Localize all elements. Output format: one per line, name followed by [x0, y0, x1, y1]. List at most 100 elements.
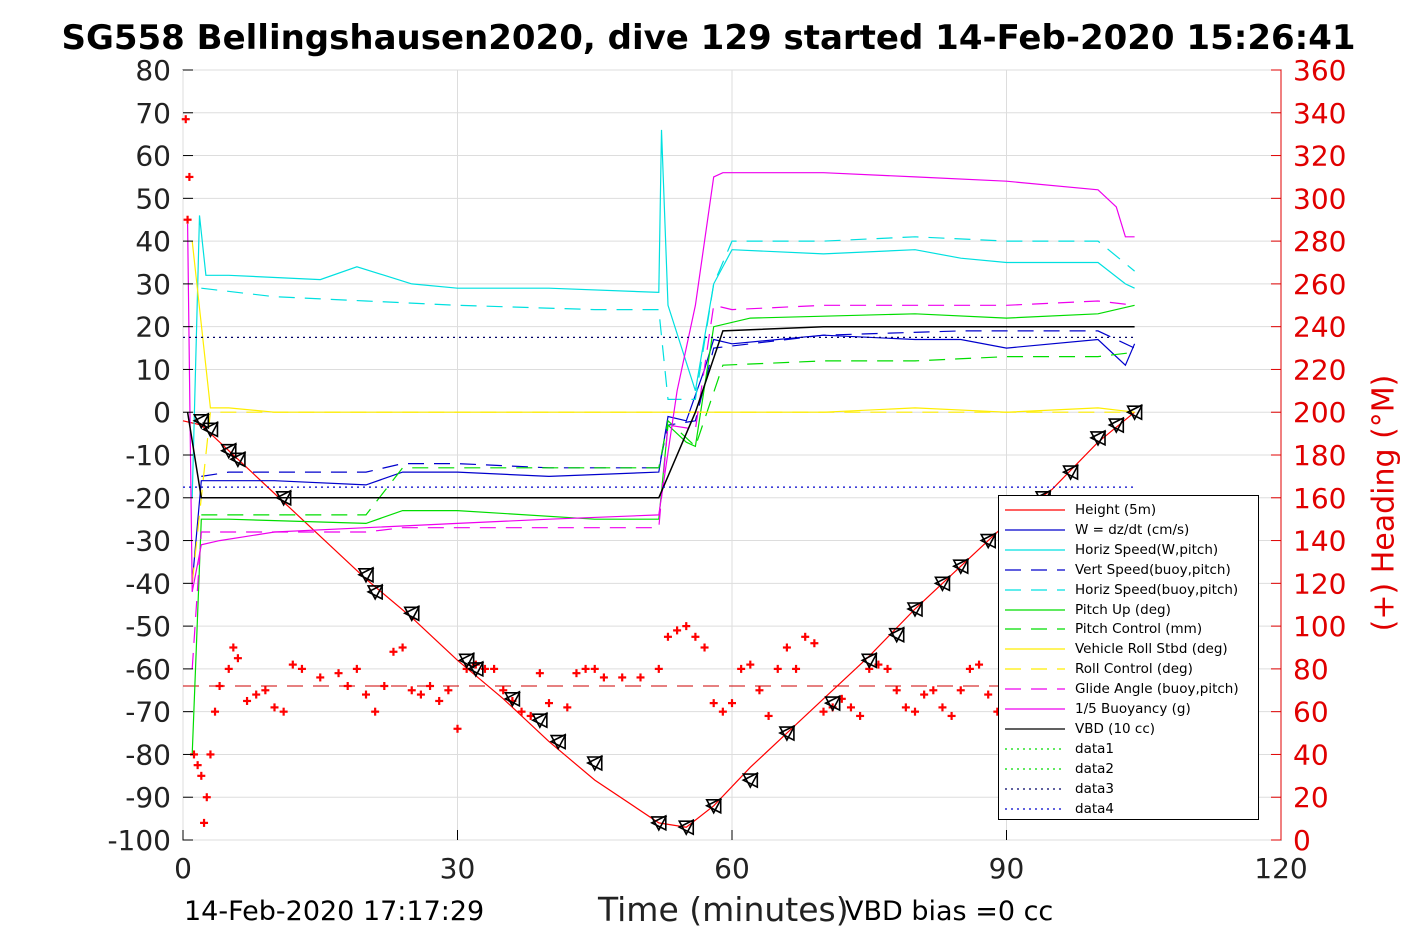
x-tick-label: 90	[989, 852, 1025, 885]
y-tick-label-right: 220	[1293, 353, 1346, 386]
height-marker	[860, 652, 878, 670]
heading-point	[288, 660, 297, 669]
height-marker	[906, 600, 924, 618]
legend-item: Vehicle Roll Stbd (deg)	[999, 639, 1258, 659]
heading-point	[334, 669, 343, 678]
height-marker	[229, 450, 247, 468]
heading-point	[691, 632, 700, 641]
heading-point	[499, 686, 508, 695]
y-tick-label-left: 70	[135, 97, 171, 130]
height-markers	[192, 403, 1143, 836]
heading-point	[490, 664, 499, 673]
legend-item: Roll Control (deg)	[999, 659, 1258, 679]
x-tick-label: 0	[174, 852, 192, 885]
y-tick-label-left: 50	[135, 182, 171, 215]
height-marker	[778, 724, 796, 742]
legend-item: Horiz Speed(buoy,pitch)	[999, 580, 1258, 600]
heading-point	[599, 673, 608, 682]
y-tick-label-left: 30	[135, 268, 171, 301]
legend-label: W = dz/dt (cm/s)	[1075, 521, 1190, 538]
heading-point	[252, 690, 261, 699]
y-tick-label-right: 260	[1293, 268, 1346, 301]
heading-point	[709, 699, 718, 708]
y-tick-label-left: -80	[125, 738, 171, 771]
heading-point	[920, 690, 929, 699]
legend-swatch	[1005, 787, 1065, 790]
series-line-8	[191, 411, 1135, 584]
y-tick-label-left: -90	[125, 781, 171, 814]
legend-item: Glide Angle (buoy,pitch)	[999, 679, 1258, 699]
heading-point	[407, 686, 416, 695]
heading-point	[792, 664, 801, 673]
heading-point	[389, 647, 398, 656]
y-tick-label-left: -40	[125, 567, 171, 600]
height-marker	[192, 412, 210, 430]
y-tick-label-right: 140	[1293, 525, 1346, 558]
legend-swatch	[1005, 688, 1065, 690]
x-tick-label: 60	[714, 852, 750, 885]
height-marker	[402, 604, 421, 622]
legend-label: data2	[1075, 760, 1114, 777]
heading-point	[211, 707, 220, 716]
legend-item: W = dz/dt (cm/s)	[999, 520, 1258, 540]
heading-point	[202, 793, 211, 802]
height-marker	[887, 626, 906, 644]
y-tick-label-left: 10	[135, 353, 171, 386]
heading-point	[183, 215, 192, 224]
x-tick-label: 30	[440, 852, 476, 885]
height-marker	[650, 814, 668, 832]
legend-label: data1	[1075, 740, 1114, 757]
legend-item: Horiz Speed(W,pitch)	[999, 540, 1258, 560]
heading-point	[728, 699, 736, 708]
heading-point	[279, 707, 288, 716]
heading-point	[572, 669, 581, 678]
heading-point	[517, 707, 526, 716]
heading-point	[398, 643, 407, 652]
heading-point	[755, 686, 764, 695]
height-marker	[467, 660, 485, 678]
heading-point	[901, 703, 910, 712]
heading-point	[663, 632, 672, 641]
y-tick-label-right: 280	[1293, 225, 1346, 258]
heading-point	[243, 696, 252, 705]
legend-item: data4	[999, 799, 1258, 819]
height-marker	[704, 797, 723, 815]
heading-point	[929, 686, 938, 695]
heading-point	[261, 686, 270, 695]
legend-label: Roll Control (deg)	[1075, 661, 1193, 678]
y-tick-label-left: -70	[125, 696, 171, 729]
heading-point	[975, 660, 984, 669]
series-line-11	[186, 325, 1135, 499]
heading-point	[453, 724, 462, 733]
heading-point	[545, 699, 553, 708]
heading-point	[819, 707, 828, 716]
series-line-6	[201, 351, 1135, 516]
y-tick-label-left: -60	[125, 653, 171, 686]
heading-point	[654, 664, 663, 673]
height-marker	[357, 566, 375, 584]
heading-point	[343, 682, 352, 690]
axis-ticks: 0 30 60 90 12080706050403020100-10-20-30-40-…	[107, 54, 1346, 885]
height-marker	[274, 489, 292, 507]
series-line-5	[191, 304, 1135, 755]
legend-swatch	[1005, 549, 1065, 551]
heading-point	[352, 664, 361, 673]
legend-swatch	[1005, 668, 1065, 670]
legend-label: Glide Angle (buoy,pitch)	[1075, 681, 1239, 698]
legend-label: Horiz Speed(buoy,pitch)	[1075, 581, 1239, 598]
legend-swatch	[1005, 768, 1065, 770]
heading-point	[185, 172, 194, 181]
legend-label: data4	[1075, 800, 1114, 817]
y-tick-label-left: -30	[125, 525, 171, 558]
height-marker	[741, 771, 759, 789]
height-marker	[219, 442, 238, 460]
x-axis-label: Time (minutes)	[598, 890, 849, 929]
y-tick-label-left: 0	[153, 396, 171, 429]
chart-title: SG558 Bellingshausen2020, dive 129 start…	[61, 18, 1356, 58]
height-marker	[585, 754, 604, 772]
heading-point	[229, 643, 238, 652]
heading-point	[883, 664, 892, 673]
y-tick-label-right: 180	[1293, 439, 1346, 472]
legend-item: Vert Speed(buoy,pitch)	[999, 560, 1258, 580]
heading-point	[782, 643, 791, 652]
